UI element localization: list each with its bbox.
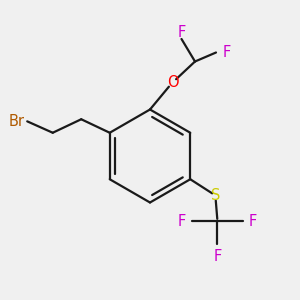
Text: S: S (211, 188, 220, 203)
Text: O: O (167, 75, 178, 90)
Text: F: F (248, 214, 256, 229)
Text: F: F (213, 249, 221, 264)
Text: F: F (177, 25, 186, 40)
Text: F: F (223, 45, 231, 60)
Text: F: F (178, 214, 186, 229)
Text: Br: Br (8, 114, 24, 129)
